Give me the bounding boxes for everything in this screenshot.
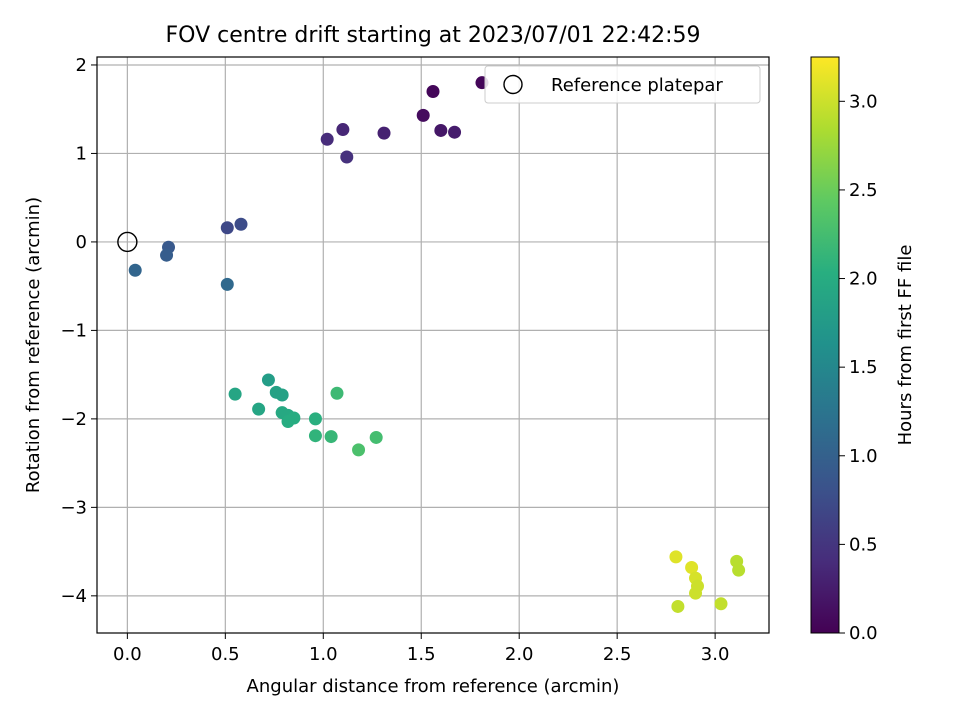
scatter-point <box>330 386 344 400</box>
scatter-point <box>434 123 448 137</box>
chart-title: FOV centre drift starting at 2023/07/01 … <box>166 23 701 48</box>
legend-entry-reference: Reference platepar <box>551 75 723 96</box>
scatter-point <box>416 108 430 122</box>
legend-reference-symbol <box>503 74 523 95</box>
y-tick-label: 0 <box>76 232 87 253</box>
scatter-point <box>369 430 383 444</box>
y-tick-label: 2 <box>76 55 87 76</box>
scatter-point <box>160 248 174 262</box>
scatter-point <box>308 429 322 443</box>
scatter-point <box>234 217 248 231</box>
scatter-point <box>352 443 366 457</box>
scatter-point <box>128 263 142 277</box>
y-tick-label: −1 <box>60 320 87 341</box>
colorbar-tick-label: 2.0 <box>849 269 878 290</box>
y-tick-label: −3 <box>60 497 87 518</box>
reference-marker <box>117 231 138 253</box>
scatter-point <box>228 387 242 401</box>
scatter-point <box>448 125 462 139</box>
colorbar-tick-label: 1.0 <box>849 446 878 467</box>
y-tick-label: 1 <box>76 143 87 164</box>
scatter-point <box>261 373 275 387</box>
scatter-point <box>377 126 391 140</box>
colorbar-tick-label: 3.0 <box>849 91 878 112</box>
colorbar-label: Hours from first FF file <box>895 245 916 446</box>
scatter-point <box>426 85 440 99</box>
scatter-point <box>689 586 703 600</box>
colorbar-tick-label: 0.0 <box>849 623 878 644</box>
grid-lines <box>97 57 769 633</box>
x-tick-label: 1.5 <box>407 644 436 665</box>
colorbar-tick-label: 0.5 <box>849 534 878 555</box>
scatter-point <box>732 563 746 577</box>
scatter-point <box>340 150 354 164</box>
scatter-point <box>336 123 350 137</box>
x-tick-label: 1.0 <box>309 644 338 665</box>
scatter-point <box>671 599 685 613</box>
data-points <box>128 76 746 613</box>
scatter-point <box>252 402 266 416</box>
x-tick-label: 0.5 <box>211 644 240 665</box>
y-axis-label: Rotation from reference (arcmin) <box>23 197 44 493</box>
scatter-point <box>324 430 338 444</box>
colorbar-tick-label: 1.5 <box>849 357 878 378</box>
x-tick-label: 2.0 <box>505 644 534 665</box>
scatter-point <box>275 388 289 402</box>
x-tick-label: 3.0 <box>701 644 730 665</box>
scatter-point <box>220 221 234 235</box>
y-tick-label: −2 <box>60 409 87 430</box>
legend: Reference platepar <box>484 65 761 104</box>
scatter-point <box>685 561 699 575</box>
x-axis-ticks: 0.0 0.5 1.0 1.5 2.0 2.5 3.0 <box>113 633 729 665</box>
scatter-point <box>281 415 295 429</box>
x-axis-label: Angular distance from reference (arcmin) <box>247 676 620 697</box>
y-axis-ticks: 2 1 0 −1 −2 −3 −4 <box>60 55 97 607</box>
scatter-point <box>220 277 234 291</box>
colorbar-tick-label: 2.5 <box>849 180 878 201</box>
y-tick-label: −4 <box>60 586 87 607</box>
x-tick-label: 2.5 <box>603 644 632 665</box>
scatter-point <box>308 412 322 426</box>
scatter-point <box>669 550 683 564</box>
scatter-point <box>320 132 334 146</box>
reference-platepar-point <box>117 231 138 253</box>
x-tick-label: 0.0 <box>113 644 142 665</box>
colorbar <box>810 56 840 634</box>
plot-frame <box>96 56 770 634</box>
scatter-point <box>714 597 728 611</box>
legend-box <box>484 65 761 104</box>
colorbar-ticks: 0.0 0.5 1.0 1.5 2.0 2.5 3.0 <box>839 91 878 644</box>
